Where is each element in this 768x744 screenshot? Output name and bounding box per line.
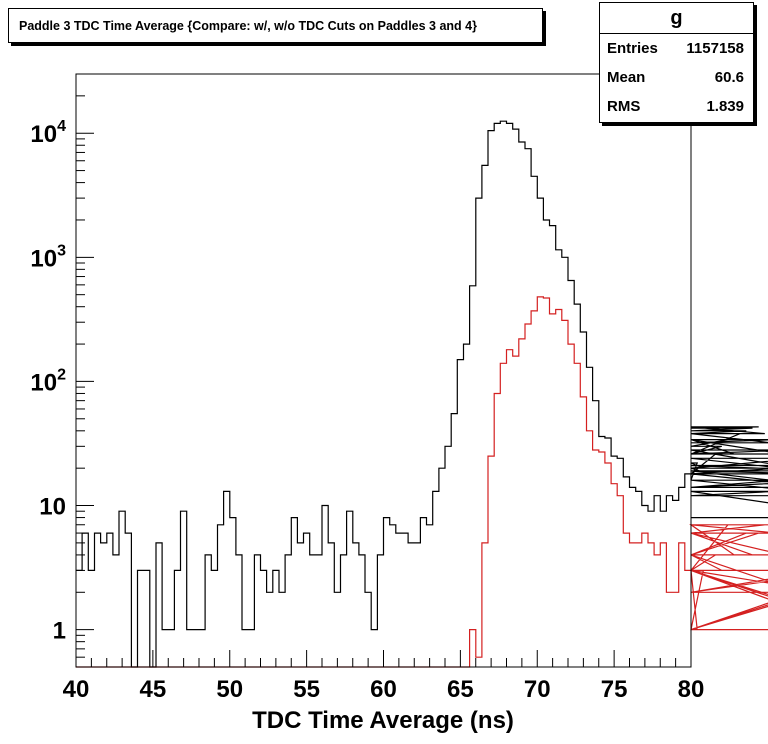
x-tick-label: 55 — [293, 676, 320, 703]
stats-histogram-name: g — [600, 3, 753, 34]
x-tick-label: 50 — [216, 676, 243, 703]
stats-value: 60.6 — [714, 69, 744, 86]
plot-frame — [75, 73, 692, 668]
x-tick-label: 45 — [140, 676, 167, 703]
series-cut-line — [76, 296, 768, 668]
x-axis-label: TDC Time Average (ns) — [252, 707, 514, 734]
stats-row-rms: RMS 1.839 — [600, 92, 753, 121]
y-tick-label: 102 — [30, 366, 66, 396]
y-tick-label: 1 — [53, 618, 66, 645]
x-tick-label: 65 — [447, 676, 474, 703]
stats-row-mean: Mean 60.6 — [600, 63, 753, 92]
x-tick-label: 70 — [524, 676, 551, 703]
stats-label: Mean — [607, 69, 646, 86]
histogram-title-text: Paddle 3 TDC Time Average {Compare: w/, … — [19, 18, 477, 33]
y-tick-label: 10 — [39, 494, 66, 521]
stats-value: 1.839 — [706, 98, 744, 115]
stats-value: 1157158 — [686, 40, 744, 57]
y-tick-label: 103 — [30, 242, 66, 272]
x-tick-label: 75 — [601, 676, 628, 703]
x-tick-label: 60 — [370, 676, 397, 703]
stats-label: RMS — [607, 98, 641, 115]
stats-row-entries: Entries 1157158 — [600, 34, 753, 63]
stats-box: g Entries 1157158 Mean 60.6 RMS 1.839 — [599, 2, 754, 123]
x-tick-label: 40 — [63, 676, 90, 703]
x-tick-label: 80 — [678, 676, 705, 703]
stats-label: Entries — [607, 40, 658, 57]
series-all-line — [76, 120, 768, 668]
histogram-title: Paddle 3 TDC Time Average {Compare: w/, … — [8, 8, 543, 43]
y-tick-label: 104 — [30, 118, 66, 148]
